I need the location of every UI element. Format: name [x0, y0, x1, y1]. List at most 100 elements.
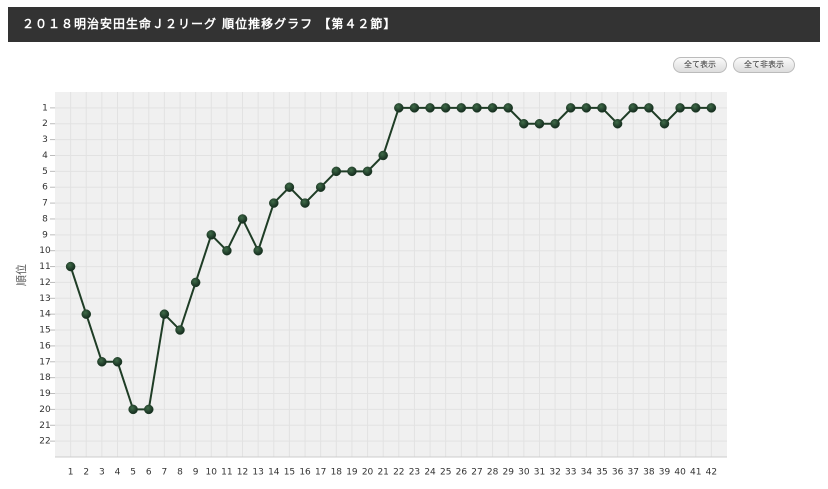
- y-tick-label: 15: [39, 326, 50, 336]
- x-tick-label: 14: [268, 468, 280, 478]
- data-point: [175, 325, 185, 335]
- data-point: [300, 198, 310, 208]
- y-tick-label: 11: [39, 262, 50, 272]
- x-tick-label: 29: [502, 468, 514, 478]
- x-tick-label: 38: [643, 468, 655, 478]
- data-point: [675, 103, 685, 113]
- data-point: [237, 214, 248, 224]
- data-point: [315, 182, 326, 192]
- data-point: [159, 309, 170, 319]
- y-tick-label: 1: [42, 103, 48, 113]
- data-point: [425, 103, 435, 113]
- y-tick-label: 14: [39, 310, 51, 320]
- y-tick-label: 5: [42, 167, 48, 177]
- data-point: [503, 103, 513, 113]
- x-tick-label: 34: [581, 468, 593, 478]
- x-tick-label: 10: [206, 468, 218, 478]
- x-tick-label: 40: [674, 468, 686, 478]
- data-point: [628, 103, 638, 113]
- data-point: [659, 118, 670, 129]
- y-tick-label: 20: [39, 405, 51, 415]
- x-tick-label: 7: [162, 468, 168, 478]
- data-point: [534, 118, 545, 129]
- data-point: [581, 103, 592, 113]
- x-tick-label: 23: [409, 468, 420, 478]
- y-tick-label: 8: [42, 214, 48, 224]
- data-point: [128, 404, 138, 415]
- y-tick-label: 21: [39, 421, 50, 431]
- data-point: [487, 103, 498, 113]
- plot-area: [55, 92, 727, 457]
- data-point: [253, 245, 263, 256]
- y-tick-label: 22: [39, 437, 50, 447]
- data-point: [362, 166, 373, 177]
- data-point: [706, 103, 717, 113]
- x-tick-label: 6: [146, 468, 152, 478]
- data-point: [472, 103, 482, 113]
- data-point: [550, 118, 560, 129]
- data-point: [565, 103, 576, 113]
- x-tick-label: 13: [252, 468, 263, 478]
- x-tick-label: 26: [456, 468, 468, 478]
- x-tick-label: 37: [628, 468, 639, 478]
- y-tick-label: 3: [42, 135, 48, 145]
- data-point: [690, 103, 701, 113]
- data-point: [112, 357, 123, 367]
- x-tick-label: 24: [424, 468, 436, 478]
- y-tick-label: 4: [42, 151, 48, 161]
- data-point: [394, 103, 404, 113]
- x-tick-label: 25: [440, 468, 451, 478]
- data-point: [65, 261, 76, 272]
- y-tick-label: 6: [42, 183, 48, 193]
- data-point: [597, 103, 607, 113]
- data-point: [409, 103, 420, 113]
- x-tick-label: 12: [237, 468, 248, 478]
- y-tick-label: 12: [39, 278, 50, 288]
- x-tick-label: 32: [549, 468, 560, 478]
- y-tick-label: 17: [39, 357, 50, 367]
- x-tick-label: 17: [315, 468, 326, 478]
- y-tick-label: 13: [39, 294, 50, 304]
- y-axis-label: 順位: [14, 264, 28, 286]
- hide-all-button[interactable]: 全て非表示: [733, 57, 795, 73]
- y-tick-label: 16: [39, 341, 51, 351]
- data-point: [81, 309, 92, 319]
- x-tick-label: 4: [115, 468, 121, 478]
- x-tick-label: 5: [130, 468, 136, 478]
- data-point: [331, 166, 342, 177]
- data-point: [222, 245, 232, 256]
- x-tick-label: 42: [706, 468, 717, 478]
- data-point: [378, 150, 388, 161]
- x-tick-label: 30: [518, 468, 530, 478]
- data-point: [456, 103, 467, 113]
- data-point: [519, 118, 529, 129]
- x-tick-label: 22: [393, 468, 404, 478]
- x-tick-label: 16: [299, 468, 311, 478]
- x-tick-label: 21: [377, 468, 388, 478]
- x-tick-label: 2: [83, 468, 89, 478]
- data-point: [347, 166, 357, 177]
- data-point: [612, 118, 623, 129]
- x-tick-label: 31: [534, 468, 545, 478]
- show-all-button[interactable]: 全て表示: [673, 57, 727, 73]
- y-tick-label: 19: [39, 389, 51, 399]
- x-tick-label: 8: [177, 468, 183, 478]
- x-tick-label: 15: [284, 468, 295, 478]
- x-tick-label: 9: [193, 468, 199, 478]
- data-point: [190, 277, 201, 288]
- data-point: [440, 103, 451, 113]
- x-tick-label: 39: [659, 468, 671, 478]
- y-tick-label: 7: [42, 199, 48, 209]
- header-title: ２０１８明治安田生命Ｊ２リーグ 順位推移グラフ 【第４２節】: [8, 7, 820, 42]
- data-point: [206, 230, 217, 240]
- y-tick-label: 2: [42, 119, 48, 129]
- x-tick-label: 11: [221, 468, 232, 478]
- data-point: [269, 198, 279, 208]
- x-tick-label: 36: [612, 468, 624, 478]
- x-tick-label: 1: [68, 468, 74, 478]
- y-tick-label: 9: [42, 230, 48, 240]
- x-tick-label: 19: [346, 468, 358, 478]
- x-tick-label: 41: [690, 468, 701, 478]
